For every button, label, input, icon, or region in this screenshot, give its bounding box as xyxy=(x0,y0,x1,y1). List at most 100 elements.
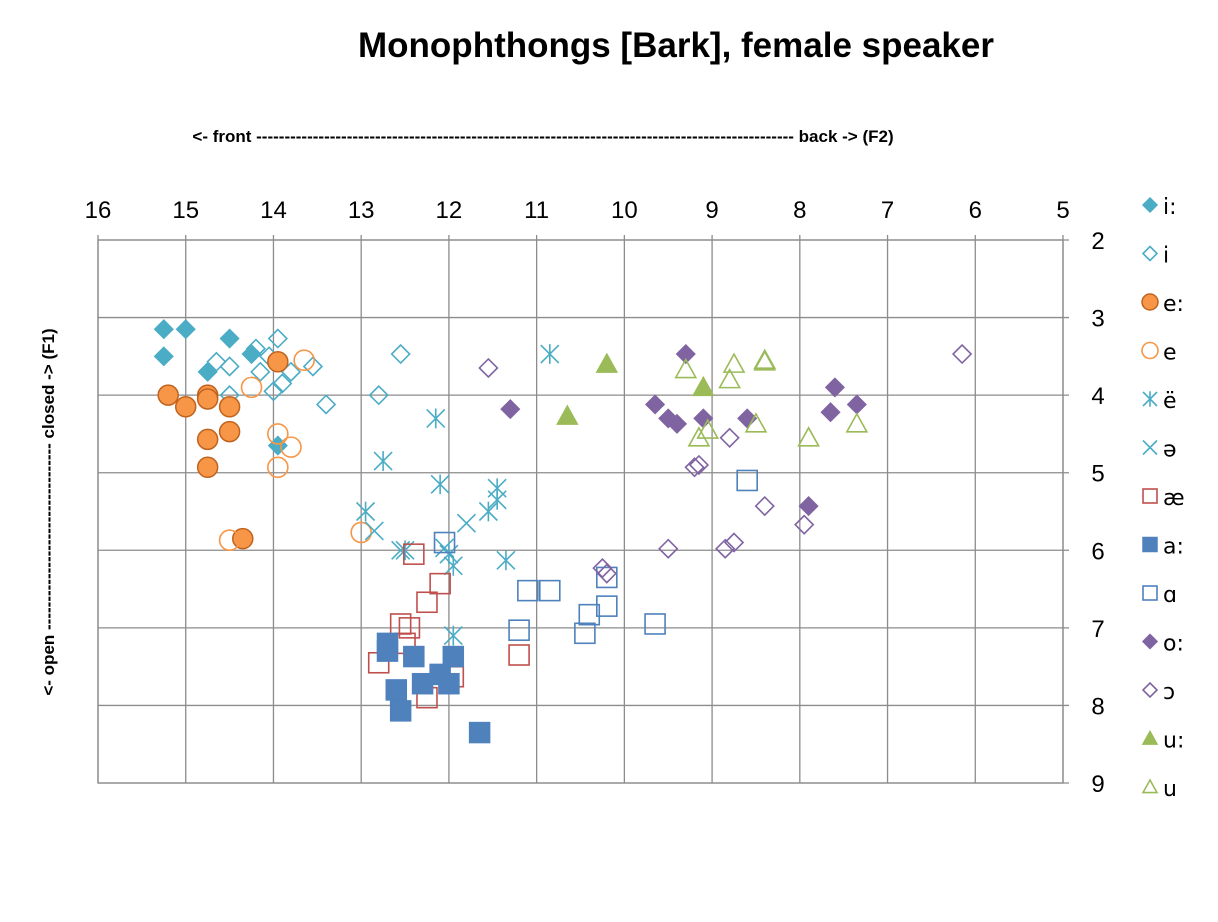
data-point xyxy=(376,640,399,662)
series-group xyxy=(157,351,289,550)
data-point xyxy=(718,367,741,389)
legend-label: ë xyxy=(1163,389,1177,414)
x-tick-label: 16 xyxy=(85,197,112,224)
data-point xyxy=(508,619,530,641)
data-point xyxy=(356,501,376,522)
y-tick-labels: 2 3 4 5 6 7 8 9 xyxy=(1091,228,1104,798)
data-point xyxy=(267,351,289,373)
data-point xyxy=(596,595,618,617)
series-group xyxy=(433,469,758,645)
data-point xyxy=(429,572,451,595)
chart-title: Monophthongs [Bark], female speaker xyxy=(358,26,994,65)
data-point xyxy=(951,343,973,365)
data-point xyxy=(696,418,720,439)
data-point xyxy=(280,436,302,458)
data-point xyxy=(350,521,372,544)
data-point xyxy=(398,617,421,639)
data-point xyxy=(434,538,455,558)
data-point xyxy=(267,423,289,445)
data-point xyxy=(596,566,618,589)
data-point xyxy=(675,343,696,365)
data-point xyxy=(263,381,284,402)
data-point xyxy=(753,348,777,370)
data-point xyxy=(272,373,293,394)
data-point xyxy=(442,645,465,668)
x-tick-labels: 16 15 14 13 12 11 10 9 8 7 6 5 xyxy=(85,197,1070,224)
data-point xyxy=(753,350,777,371)
data-point xyxy=(267,328,288,349)
y-tick-label: 8 xyxy=(1091,693,1104,720)
data-point xyxy=(715,538,736,559)
data-point xyxy=(153,319,174,340)
series-group xyxy=(218,349,372,552)
legend-marker xyxy=(1142,439,1158,456)
y-tick-label: 9 xyxy=(1091,771,1104,798)
data-point xyxy=(722,352,746,373)
data-point xyxy=(666,413,688,434)
data-point xyxy=(443,625,463,646)
data-point xyxy=(174,396,197,418)
legend-marker xyxy=(1141,729,1159,745)
series-group xyxy=(674,348,869,447)
data-point xyxy=(403,645,425,668)
legend-label: e xyxy=(1163,341,1177,366)
legend-label: e: xyxy=(1163,292,1184,317)
legend-label: ɑ xyxy=(1163,583,1177,608)
x-tick-label: 14 xyxy=(260,197,287,224)
data-point xyxy=(845,412,869,433)
data-point xyxy=(688,454,710,476)
legend-label: o: xyxy=(1163,632,1184,657)
y-axis-title: <- open --------------------------------… xyxy=(39,328,58,695)
x-tick-label: 9 xyxy=(705,197,718,224)
data-point xyxy=(368,385,389,406)
data-point xyxy=(684,457,705,478)
data-point xyxy=(468,721,491,744)
data-point xyxy=(196,428,219,451)
legend-marker xyxy=(1141,293,1159,311)
data-point xyxy=(430,474,450,495)
legend-label: i: xyxy=(1163,195,1177,220)
data-point xyxy=(692,375,715,397)
data-point xyxy=(364,521,384,541)
data-point xyxy=(411,672,434,695)
plot-grid xyxy=(97,235,1069,784)
legend-label: i xyxy=(1163,244,1169,269)
legend-marker xyxy=(1142,536,1158,553)
x-tick-label: 10 xyxy=(611,197,638,224)
x-tick-label: 12 xyxy=(436,197,463,224)
x-tick-label: 7 xyxy=(881,197,894,224)
legend-marker xyxy=(1141,633,1159,650)
data-point xyxy=(517,579,539,602)
data-point xyxy=(645,394,666,415)
series-group xyxy=(478,343,973,584)
y-tick-label: 6 xyxy=(1091,538,1104,565)
data-point xyxy=(798,496,819,517)
y-tick-label: 3 xyxy=(1091,306,1104,333)
series-group xyxy=(500,343,867,517)
legend-marker xyxy=(1142,488,1158,504)
series-group xyxy=(376,632,491,744)
data-point xyxy=(456,513,477,533)
y-tick-label: 4 xyxy=(1091,383,1104,410)
legend-label: ɔ xyxy=(1163,680,1175,705)
legend-marker xyxy=(1141,245,1159,262)
data-point xyxy=(736,469,758,492)
legend-marker xyxy=(1142,391,1158,407)
data-point xyxy=(487,489,507,510)
data-point xyxy=(389,613,412,635)
data-point xyxy=(250,361,271,383)
data-point xyxy=(538,579,561,602)
data-point xyxy=(496,550,516,571)
x-tick-label: 15 xyxy=(172,197,199,224)
series-group xyxy=(364,513,477,560)
data-point xyxy=(433,531,456,554)
data-points xyxy=(153,319,973,744)
data-point xyxy=(206,351,227,372)
data-point xyxy=(240,376,263,399)
data-point xyxy=(219,356,240,377)
data-point xyxy=(153,346,174,367)
x-axis-title: <- front -------------------------------… xyxy=(192,127,893,146)
x-tick-label: 13 xyxy=(348,197,375,224)
data-point xyxy=(478,357,499,379)
